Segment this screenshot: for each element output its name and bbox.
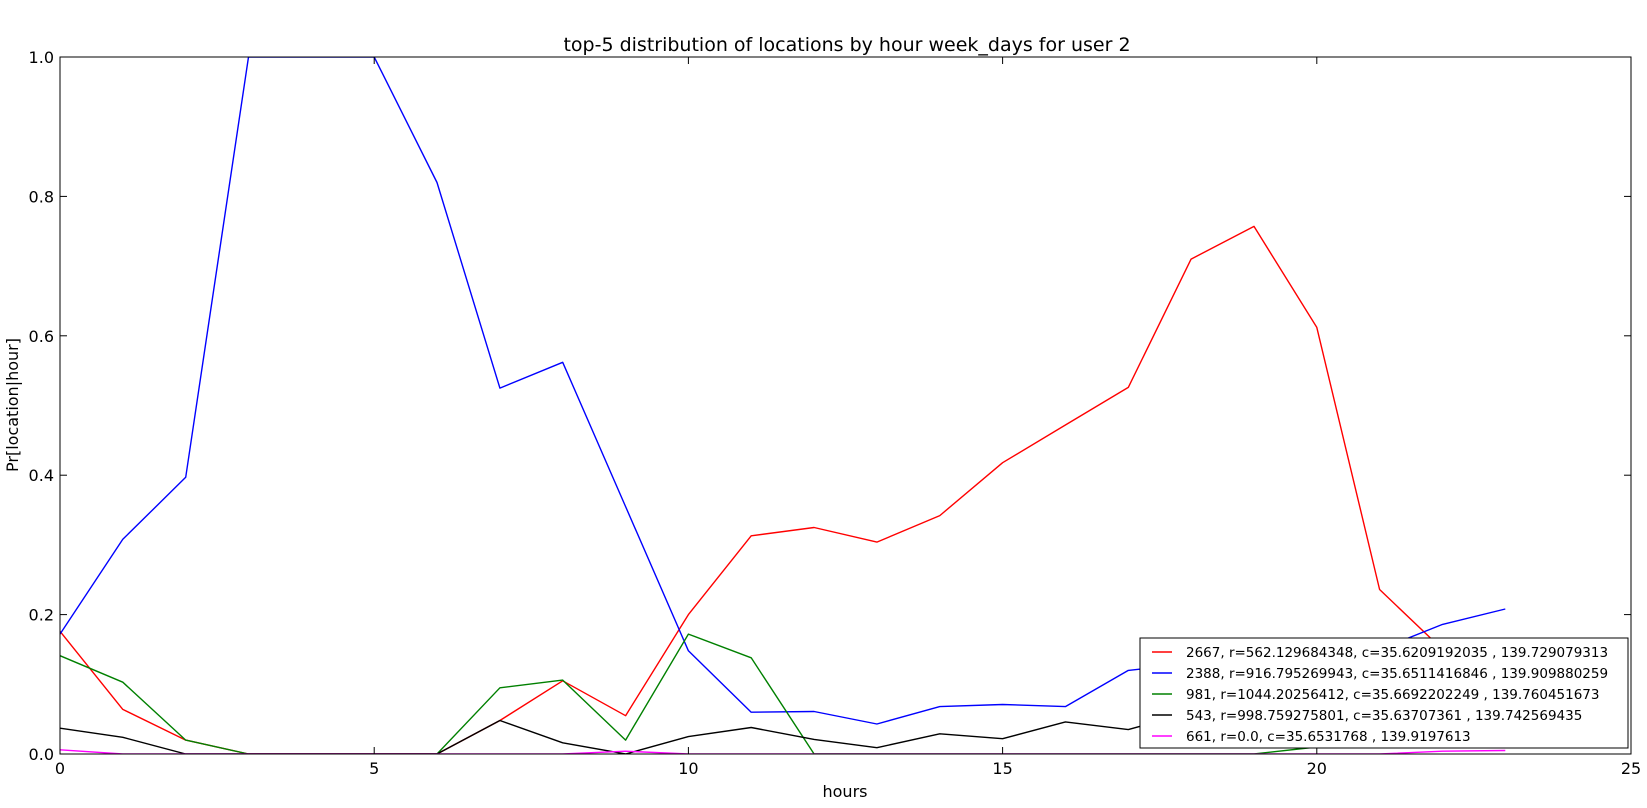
- y-axis-title: Pr[location|hour]: [3, 338, 22, 472]
- x-tick-label: 5: [369, 759, 379, 778]
- x-tick-label: 20: [1307, 759, 1327, 778]
- y-tick-label: 0.4: [29, 466, 54, 485]
- legend-label-0: 2667, r=562.129684348, c=35.6209192035 ,…: [1186, 645, 1608, 661]
- y-tick-label: 0.2: [29, 606, 54, 625]
- chart-title: top-5 distribution of locations by hour …: [563, 34, 1130, 56]
- legend-label-1: 2388, r=916.795269943, c=35.6511416846 ,…: [1186, 666, 1608, 682]
- x-tick-label: 25: [1621, 759, 1641, 778]
- y-tick-label: 0.0: [29, 745, 54, 764]
- x-tick-label: 10: [678, 759, 698, 778]
- series-line-2: [60, 633, 1506, 754]
- x-tick-label: 0: [55, 759, 65, 778]
- x-tick-label: 15: [992, 759, 1012, 778]
- legend-label-3: 543, r=998.759275801, c=35.63707361 , 13…: [1186, 708, 1582, 724]
- legend: 2667, r=562.129684348, c=35.6209192035 ,…: [1139, 637, 1629, 749]
- plot-frame: [59, 56, 1632, 755]
- x-axis-title: hours: [823, 782, 868, 801]
- legend-box: [1139, 637, 1629, 749]
- y-tick-label: 1.0: [29, 48, 54, 67]
- y-tick-label: 0.8: [29, 187, 54, 206]
- ticks-layer: 0 5 10 15 20 25 0.0 0.2 0.4 0.6 0.8 1.0: [29, 48, 1642, 778]
- series-line-0: [60, 225, 1506, 754]
- legend-label-2: 981, r=1044.20256412, c=35.6692202249 , …: [1186, 687, 1599, 703]
- y-tick-label: 0.6: [29, 327, 54, 346]
- legend-label-4: 661, r=0.0, c=35.6531768 , 139.9197613: [1186, 729, 1471, 745]
